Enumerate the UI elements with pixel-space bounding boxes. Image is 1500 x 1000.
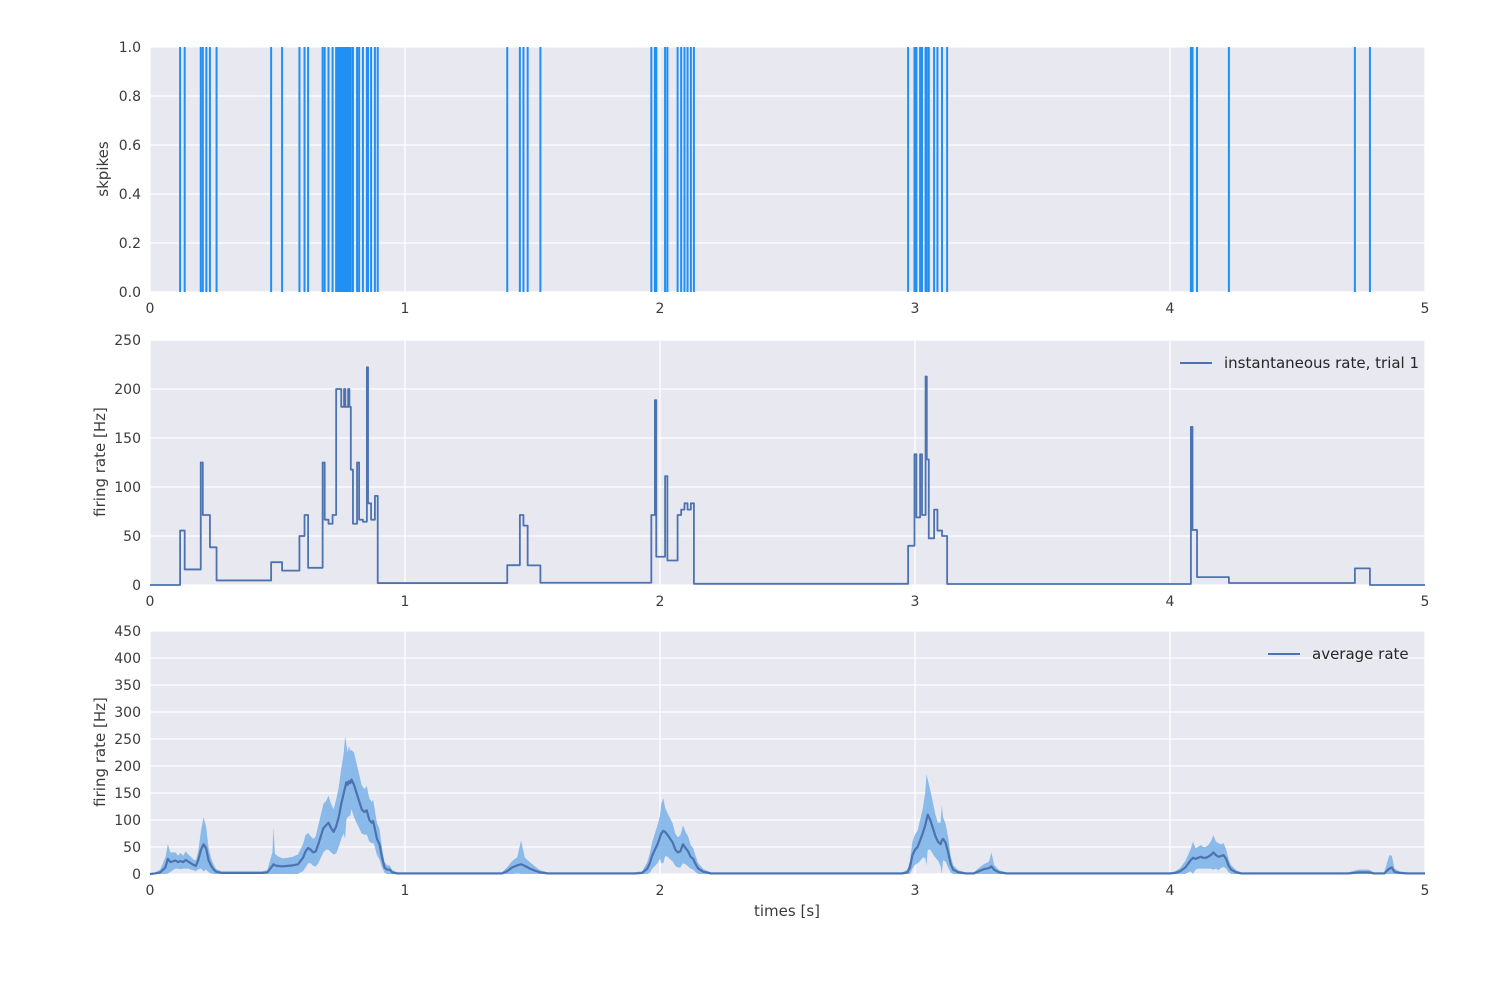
x-axis-label: times [s] — [754, 902, 820, 920]
x-tick-label: 4 — [1166, 883, 1175, 899]
average-rate-ylabel: firing rate [Hz] — [91, 697, 109, 807]
y-tick-label: 0 — [132, 867, 141, 883]
x-tick-label: 1 — [401, 301, 410, 317]
x-tick-label: 2 — [656, 883, 665, 899]
instantaneous-rate-ylabel: firing rate [Hz] — [91, 407, 109, 517]
legend-label: instantaneous rate, trial 1 — [1224, 354, 1420, 372]
x-tick-label: 2 — [656, 594, 665, 610]
x-tick-label: 3 — [911, 594, 920, 610]
y-tick-label: 0.6 — [119, 138, 141, 154]
y-tick-label: 300 — [114, 705, 141, 721]
y-tick-label: 0.4 — [119, 187, 141, 203]
y-tick-label: 100 — [114, 813, 141, 829]
x-tick-label: 1 — [401, 883, 410, 899]
legend-label: average rate — [1312, 645, 1409, 663]
y-tick-label: 1.0 — [119, 40, 141, 56]
y-tick-label: 250 — [114, 732, 141, 748]
y-tick-label: 150 — [114, 786, 141, 802]
x-tick-label: 5 — [1421, 883, 1430, 899]
average-rate-legend: average rate — [1268, 645, 1409, 663]
y-tick-label: 50 — [123, 529, 141, 545]
spike-raster-ylabel: skpikes — [94, 141, 112, 197]
x-tick-label: 2 — [656, 301, 665, 317]
spike-raster-plot: 0 1 2 3 4 5 0.0 0.2 0.4 0.6 0.8 1.0 — [119, 40, 1430, 317]
x-tick-label: 5 — [1421, 301, 1430, 317]
std-band — [150, 736, 1425, 874]
x-tick-label: 3 — [911, 301, 920, 317]
x-tick-label: 0 — [146, 301, 155, 317]
instantaneous-rate-line — [150, 366, 1425, 586]
x-tick-label: 4 — [1166, 594, 1175, 610]
y-tick-label: 50 — [123, 840, 141, 856]
x-tick-label: 0 — [146, 594, 155, 610]
x-tick-label: 1 — [401, 594, 410, 610]
x-tick-label: 3 — [911, 883, 920, 899]
legend-line-swatch — [1268, 653, 1300, 655]
y-tick-label: 200 — [114, 382, 141, 398]
y-tick-label: 150 — [114, 431, 141, 447]
y-tick-label: 100 — [114, 480, 141, 496]
y-tick-label: 0 — [132, 578, 141, 594]
y-tick-label: 0.0 — [119, 285, 141, 301]
y-tick-label: 450 — [114, 624, 141, 640]
instantaneous-rate-legend: instantaneous rate, trial 1 — [1180, 354, 1419, 372]
y-tick-label: 0.2 — [119, 236, 141, 252]
x-tick-label: 5 — [1421, 594, 1430, 610]
plot-background — [150, 340, 1425, 585]
y-tick-label: 250 — [114, 333, 141, 349]
y-tick-label: 0.8 — [119, 89, 141, 105]
legend-line-swatch — [1180, 362, 1212, 364]
average-rate-line — [149, 778, 1425, 876]
y-tick-label: 350 — [114, 678, 141, 694]
y-tick-label: 200 — [114, 759, 141, 775]
y-tick-label: 400 — [114, 651, 141, 667]
x-tick-label: 4 — [1166, 301, 1175, 317]
x-tick-label: 0 — [146, 883, 155, 899]
